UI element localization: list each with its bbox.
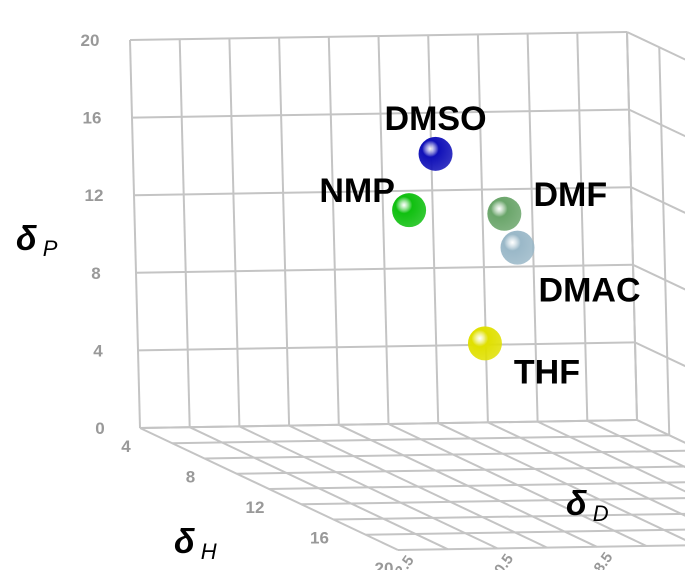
floor-gridline (537, 420, 685, 493)
p-tick-label: 16 (83, 109, 102, 128)
floor-grid (139, 419, 685, 551)
h-tick-label: 4 (121, 437, 131, 456)
back-wall-gridline (526, 33, 539, 422)
h-tick-label: 12 (246, 498, 265, 517)
right-wall-gridline (626, 31, 638, 421)
p-tick-label: 12 (85, 186, 104, 205)
d-tick-label: 20.5 (486, 551, 517, 570)
h-axis-subscript: H (201, 539, 217, 564)
data-point-nmp (392, 193, 427, 228)
data-point-labels: DMSO DMF NMP DMAC THF (319, 100, 640, 392)
p-tick-label: 8 (91, 264, 100, 283)
h-axis-symbol: δ (174, 523, 195, 561)
p-tick-label: 0 (95, 419, 104, 438)
data-point-dmso (418, 136, 453, 171)
data-point-label-nmp: NMP (319, 172, 395, 210)
right-wall-gridline (658, 47, 671, 436)
back-wall-gridline (327, 36, 340, 425)
data-point-dmf (487, 196, 522, 231)
back-wall-gridline (278, 37, 291, 426)
back-wall-gridline (576, 32, 589, 421)
p-tick-label: 20 (81, 31, 100, 50)
floor-gridline (189, 426, 449, 551)
h-tick-label: 8 (186, 468, 195, 487)
h-tick-label: 20 (375, 559, 394, 570)
floor-gridline (236, 465, 685, 475)
data-point-label-dmso: DMSO (385, 100, 487, 138)
d-axis-symbol: δ (566, 485, 587, 523)
back-wall-gridline (377, 35, 390, 425)
p-tick-label: 4 (93, 341, 103, 360)
right-wall-gridline (628, 108, 685, 138)
d-axis-subscript: D (593, 501, 609, 526)
back-wall-gridline (228, 38, 241, 427)
right-wall-gridline (634, 341, 685, 368)
floor-gridline (636, 419, 685, 444)
back-wall-gridline (178, 39, 191, 428)
floor-gridline (586, 419, 685, 469)
data-points (392, 136, 535, 361)
floor-gridline (288, 424, 548, 549)
right-wall-gridline (632, 263, 685, 291)
data-point-label-dmac: DMAC (539, 272, 641, 310)
floor-gridline (487, 421, 685, 517)
data-point-label-dmf: DMF (534, 176, 608, 214)
floor-gridline (388, 423, 647, 547)
right-wall-gridline (630, 186, 685, 214)
p-axis-subscript: P (43, 236, 58, 261)
back-wall-gridline (427, 35, 440, 424)
floor-gridline (338, 423, 598, 548)
d-tick-label: 18.5 (586, 549, 617, 570)
back-wall-gridline (476, 34, 489, 423)
floor-gridline (437, 422, 685, 542)
right-wall-grid (626, 31, 685, 444)
floor-gridline (139, 427, 399, 551)
floor-gridline (238, 425, 498, 550)
data-point-dmac (500, 230, 535, 265)
back-wall-gridline (129, 39, 141, 429)
data-point-thf (467, 326, 502, 361)
h-tick-label: 16 (310, 529, 329, 548)
data-point-label-thf: THF (514, 353, 580, 391)
p-axis-symbol: δ (16, 220, 37, 258)
right-wall-gridline (626, 31, 685, 61)
